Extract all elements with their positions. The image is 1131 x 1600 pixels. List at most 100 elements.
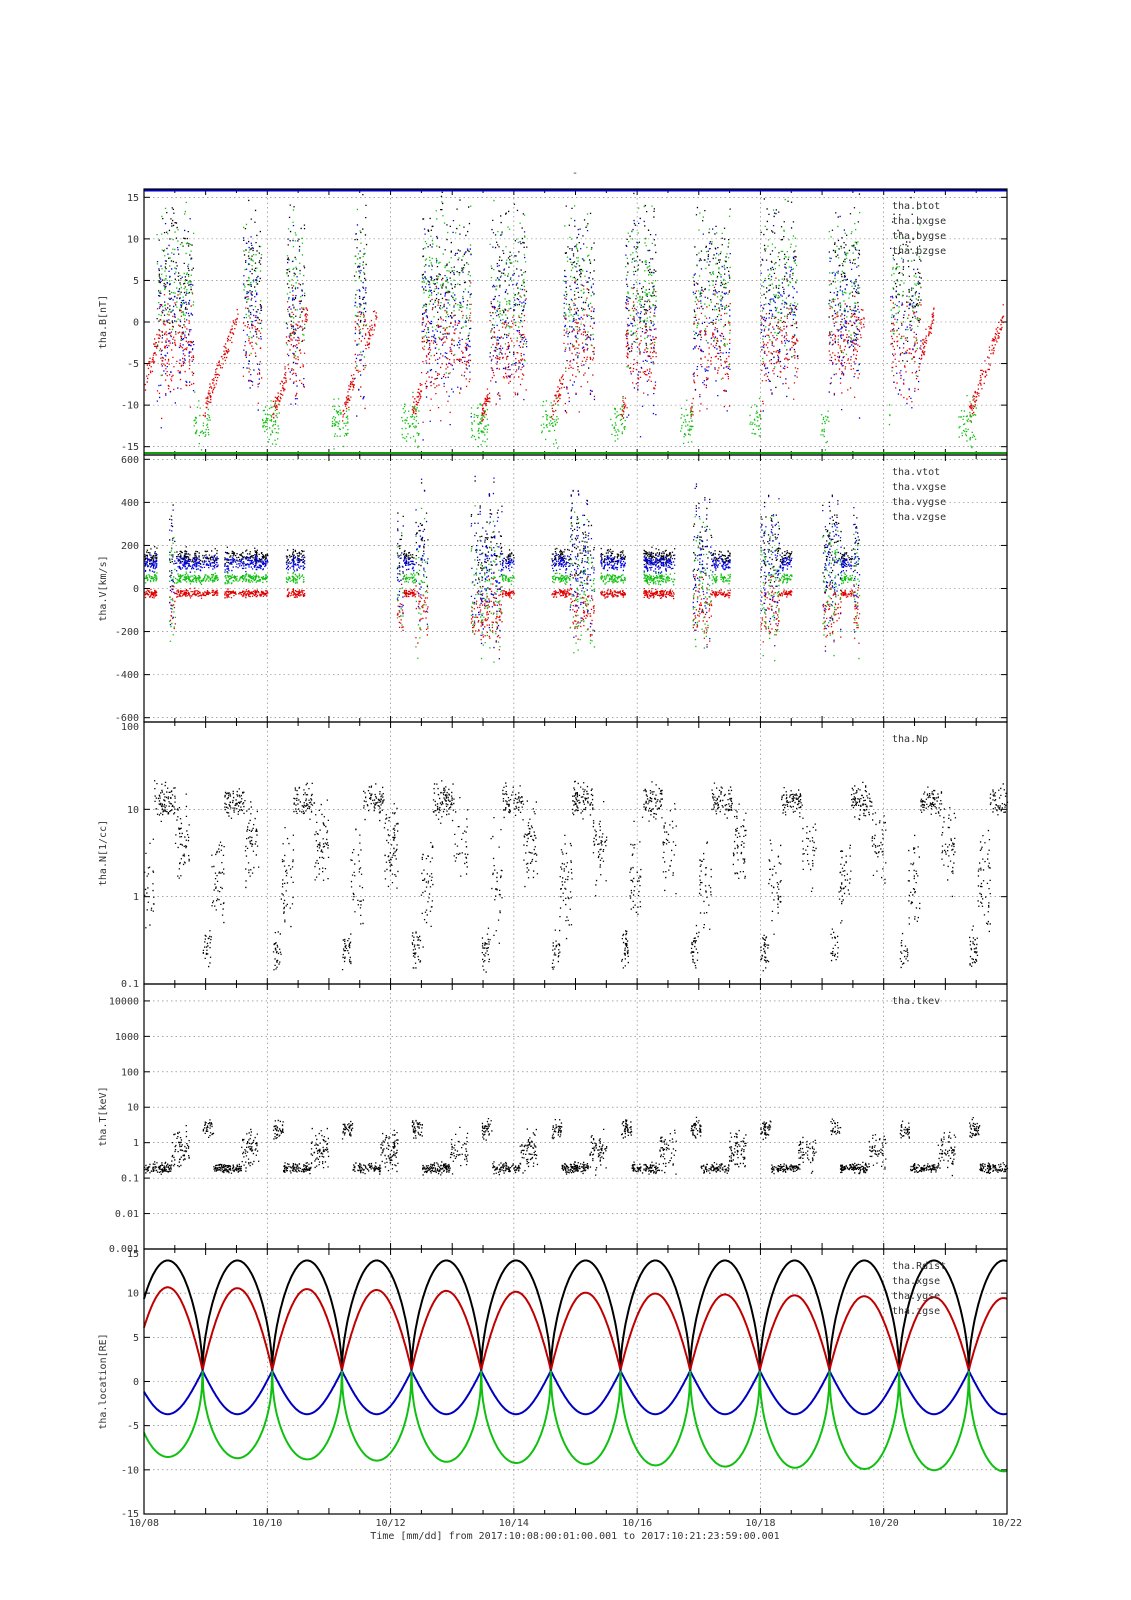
y-tick-label: -200 [115, 627, 139, 638]
x-tick-label: 10/16 [622, 1518, 652, 1529]
x-tick-label: 10/08 [129, 1518, 159, 1529]
legend: tha.tkev [892, 996, 940, 1007]
y-tick-label: -15 [121, 442, 139, 453]
series-tha-bzgse [156, 212, 922, 441]
y-tick-label: 15 [127, 1249, 139, 1260]
panel-frame [143, 983, 1008, 1250]
y-tick-label: -10 [121, 401, 139, 412]
data-points [144, 571, 861, 651]
y-tick-label: 0 [133, 584, 139, 595]
series-tha-vtot [144, 480, 860, 612]
x-axis-label: Time [mm/dd] from 2017:10:08:00:01:00.00… [370, 1531, 779, 1542]
legend-entry: tha.zgse [892, 1306, 940, 1317]
series-tha-zgse [143, 1370, 1008, 1473]
plot-area [144, 1116, 1009, 1177]
y-tick-label: 0 [133, 1377, 139, 1388]
data-points [144, 277, 1005, 423]
panel-frame [143, 721, 1008, 985]
panel-1: -15 -10 -5 0 5 10 15 tha.B[nT] tha.btot tha.bxgse… [98, 188, 1008, 456]
data-points [144, 780, 1009, 973]
legend-entry: tha.bzgse [892, 246, 946, 257]
y-tick-label: 15 [127, 193, 139, 204]
y-tick-label: -600 [115, 713, 139, 724]
y-tick-label: 100 [121, 1067, 139, 1078]
series-tha-Rdist [143, 1259, 1008, 1369]
series-tha-tkev [144, 1116, 1009, 1177]
panels: -15-10-5051015tha.B[nT]tha.btottha.bxgse… [98, 188, 1009, 1520]
saturation-lines [144, 189, 1007, 454]
series-line [143, 1370, 1008, 1473]
series-tha-vzgse [144, 475, 861, 660]
series-line [143, 1286, 1008, 1372]
legend: tha.Np [892, 734, 928, 745]
y-tick-label: 0.001 [109, 1244, 139, 1255]
legend-entry: tha.btot [892, 201, 940, 212]
panel-frame [143, 1248, 1008, 1515]
x-tick-label: 10/22 [992, 1518, 1022, 1529]
legend-entry: tha.tkev [892, 996, 940, 1007]
y-tick-label: 1 [133, 1138, 139, 1149]
y-tick-label: 10 [127, 805, 139, 816]
legend-entry: tha.bxgse [892, 216, 946, 227]
legend-entry: tha.vygse [892, 497, 946, 508]
data-points [144, 475, 861, 660]
legend-entry: tha.bygse [892, 231, 946, 242]
legend-entry: tha.vxgse [892, 482, 946, 493]
series-tha-vygse [144, 505, 861, 663]
y-axis-label: tha.V[km/s] [98, 555, 109, 621]
y-axis-label: tha.T[keV] [98, 1086, 109, 1146]
legend: tha.Rdist tha.xgse tha.ygse tha.zgse [892, 1261, 946, 1317]
data-points [144, 480, 860, 612]
legend-entry: tha.xgse [892, 1276, 940, 1287]
y-tick-label: -15 [121, 1509, 139, 1520]
panel-2: -600 -400 -200 0 200 400 600 tha.V[km/s] tha.vto… [98, 454, 1008, 724]
y-tick-label: 100 [121, 722, 139, 733]
x-tick-labels: 10/08 10/10 10/12 10/14 10/16 10/18 10/20 10/22 [129, 1518, 1022, 1529]
series-tha-btot [156, 190, 922, 389]
plot-area [143, 1259, 1008, 1473]
y-tick-label: 0.1 [121, 979, 139, 990]
y-tick-label: 10 [127, 234, 139, 245]
y-tick-label: 600 [121, 455, 139, 466]
x-tick-label: 10/12 [376, 1518, 406, 1529]
y-axis-label: tha.location[RE] [98, 1333, 109, 1429]
y-tick-label: -5 [127, 359, 139, 370]
legend-entry: tha.ygse [892, 1291, 940, 1302]
y-tick-label: -400 [115, 670, 139, 681]
x-tick-label: 10/14 [499, 1518, 529, 1529]
x-tick-label: 10/10 [252, 1518, 282, 1529]
x-tick-label: 10/18 [745, 1518, 775, 1529]
plot-area [144, 475, 861, 663]
y-tick-label: 0.01 [115, 1209, 139, 1220]
data-points [144, 1116, 1009, 1177]
series-tha-xgse [143, 1286, 1008, 1372]
y-tick-label: 5 [133, 1333, 139, 1344]
series-tha-Np [144, 780, 1009, 973]
y-tick-label: 0.1 [121, 1174, 139, 1185]
y-tick-label: 10000 [109, 996, 139, 1007]
data-points [156, 212, 922, 441]
y-tick-label: 1 [133, 892, 139, 903]
page-title: - [572, 168, 578, 179]
y-tick-label: 0 [133, 318, 139, 329]
panel-3: 0.1 1 10 100 tha.N[1/cc] tha.Np [98, 721, 1009, 990]
plot-area [144, 780, 1009, 973]
panel-4: 0.001 0.01 0.1 1 10 100 1000 10000 tha.T[keV] tha… [98, 983, 1009, 1255]
plot-area [144, 189, 1007, 454]
series-tha-bxgse [144, 277, 1005, 423]
panel-5: -15-10-5051015tha.location[RE]tha.Rdistt… [98, 1248, 1008, 1520]
legend: tha.vtot tha.vxgse tha.vygse tha.vzgse [892, 467, 946, 523]
legend-entry: tha.vtot [892, 467, 940, 478]
data-points [144, 505, 861, 663]
legend-entry: tha.vzgse [892, 512, 946, 523]
legend-entry: tha.Rdist [892, 1261, 946, 1272]
data-points [156, 190, 922, 389]
y-tick-label: -10 [121, 1465, 139, 1476]
y-tick-label: 10 [127, 1103, 139, 1114]
y-tick-label: -5 [127, 1421, 139, 1432]
x-tick-label: 10/20 [869, 1518, 899, 1529]
y-axis-label: tha.N[1/cc] [98, 820, 109, 886]
y-tick-label: 5 [133, 276, 139, 287]
series-tha-vxgse [144, 571, 861, 651]
